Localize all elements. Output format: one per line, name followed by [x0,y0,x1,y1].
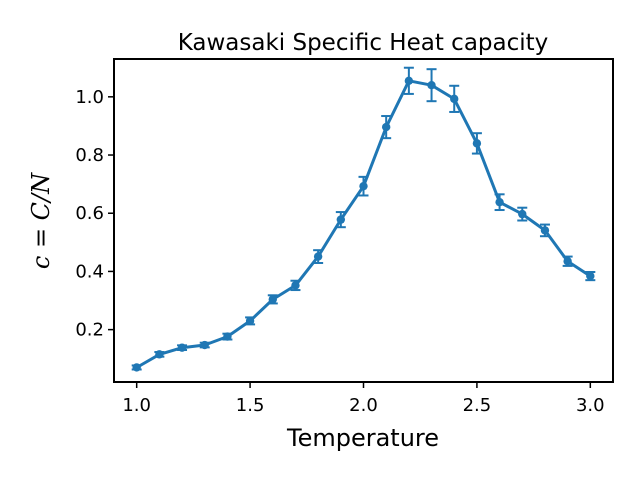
x-tick-label: 1.0 [122,395,151,416]
y-tick-label: 0.6 [75,203,104,224]
plot-area [131,66,596,372]
y-axis-label: c = C/N [27,172,55,269]
x-axis-label: Temperature [286,424,439,452]
y-tick-label: 0.2 [75,320,104,341]
y-tick-label: 1.0 [75,87,104,108]
y-tick-label: 0.4 [75,261,104,282]
data-point [223,332,232,341]
data-point [518,209,527,219]
chart-title: Kawasaki Specific Heat capacity [178,30,549,56]
data-point [359,181,368,191]
data-point [155,350,164,359]
data-point [495,197,504,207]
axis-ticks: 1.0 1.5 2.0 2.5 3.0 0.2 0.4 0.6 0.8 1.0 [75,87,604,416]
series-line [135,79,592,369]
data-point [586,271,595,281]
data-point [336,215,346,224]
data-point [427,80,436,90]
data-point [540,226,550,235]
x-tick-label: 3.0 [576,395,605,416]
y-tick-label: 0.8 [75,145,104,166]
data-point [472,139,482,148]
data-point [381,122,391,132]
data-point [563,257,572,266]
data-point [132,363,141,372]
data-point [404,76,414,86]
data-point [177,343,187,352]
x-tick-label: 2.0 [349,395,378,416]
plot-frame [113,58,614,383]
data-point [245,316,255,326]
series [131,66,596,372]
data-point [291,281,300,290]
data-point [268,295,277,304]
x-tick-label: 2.5 [463,395,492,416]
data-point [450,94,459,104]
data-point [200,340,209,350]
x-tick-label: 1.5 [236,395,265,416]
data-point [313,252,323,261]
